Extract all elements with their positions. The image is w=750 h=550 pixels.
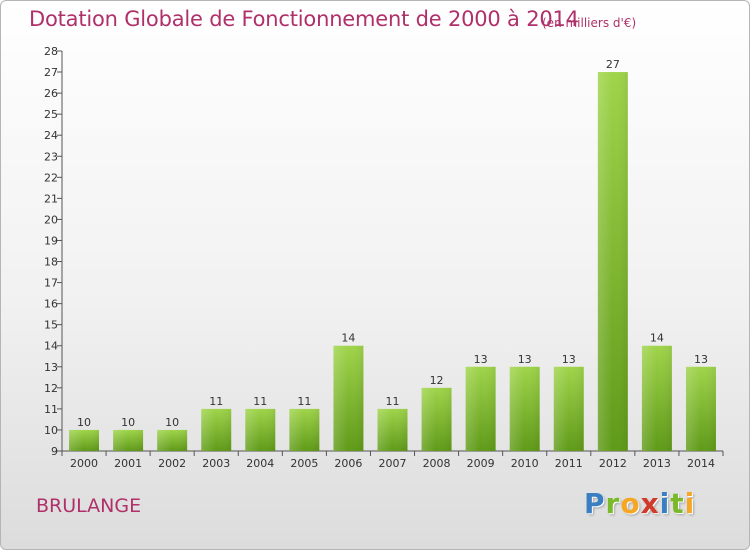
- x-axis: 2000 2001 2002 2003 2004 2005 2006 2007 2008 2009…: [61, 450, 724, 470]
- bar-shine: [289, 408, 320, 451]
- bar-shine: [685, 366, 716, 451]
- x-tick-label: 2001: [114, 457, 142, 470]
- logo-letter: r: [605, 487, 621, 520]
- bar-value-label: 13: [694, 353, 708, 366]
- y-tick-label: 26: [44, 87, 58, 100]
- x-tick-label: 2004: [246, 457, 274, 470]
- y-tick-label: 24: [44, 129, 58, 142]
- logo-letter: o: [620, 487, 641, 520]
- bar-value-label: 14: [650, 332, 664, 345]
- bar-value-label: 11: [297, 395, 311, 408]
- y-tick-label: 12: [44, 382, 58, 395]
- chart-subtitle: (en milliers d'€): [542, 16, 637, 30]
- x-tick-label: 2014: [687, 457, 715, 470]
- bar-value-label: 11: [386, 395, 400, 408]
- bar-value-label: 13: [474, 353, 488, 366]
- commune-name: BRULANGE: [36, 495, 142, 517]
- bar-shine: [333, 345, 364, 451]
- bar-value-label: 27: [606, 58, 620, 71]
- y-tick-label: 19: [44, 234, 58, 247]
- y-tick-label: 18: [44, 256, 58, 269]
- bar-shine: [377, 408, 408, 451]
- bar-shine: [157, 429, 188, 451]
- x-tick-label: 2008: [423, 457, 451, 470]
- y-tick-label: 11: [44, 403, 58, 416]
- bar-shine: [465, 366, 496, 451]
- y-tick-label: 23: [44, 150, 58, 163]
- x-tick-label: 2011: [555, 457, 583, 470]
- logo-letter: i: [659, 487, 671, 520]
- x-tick-label: 2000: [70, 457, 98, 470]
- proxiti-logo: Proxiti: [584, 487, 695, 520]
- bar-shine: [245, 408, 276, 451]
- y-tick-label: 15: [44, 319, 58, 332]
- x-tick-label: 2009: [467, 457, 495, 470]
- bar-value-label: 14: [341, 332, 355, 345]
- y-tick-label: 9: [51, 445, 58, 458]
- x-tick-label: 2012: [599, 457, 627, 470]
- y-tick-label: 13: [44, 361, 58, 374]
- bar-shine: [597, 72, 628, 451]
- bar-shine: [509, 366, 540, 451]
- bar-value-label: 13: [562, 353, 576, 366]
- x-tick-label: 2013: [643, 457, 671, 470]
- logo-letter: t: [670, 487, 685, 520]
- bar-shine: [641, 345, 672, 451]
- bar-value-label: 10: [77, 416, 91, 429]
- y-tick-label: 16: [44, 298, 58, 311]
- y-tick-label: 25: [44, 108, 58, 121]
- x-tick-label: 2003: [202, 457, 230, 470]
- x-tick-label: 2007: [379, 457, 407, 470]
- bar-value-label: 10: [121, 416, 135, 429]
- y-tick-label: 22: [44, 171, 58, 184]
- bar-value-label: 12: [430, 374, 444, 387]
- y-tick-label: 20: [44, 213, 58, 226]
- logo-letter: i: [684, 487, 696, 520]
- bars: 10 10 10 11 11 11 14 11 12 13 13 13 27 14 13: [69, 58, 716, 451]
- chart-title: Dotation Globale de Fonctionnement de 20…: [29, 7, 579, 31]
- logo-letter: P: [584, 487, 606, 520]
- y-tick-label: 21: [44, 192, 58, 205]
- x-tick-label: 2010: [511, 457, 539, 470]
- bar-value-label: 13: [518, 353, 532, 366]
- x-tick-label: 2002: [158, 457, 186, 470]
- bar-shine: [69, 429, 100, 451]
- y-tick-label: 28: [44, 45, 58, 58]
- logo-letter: x: [640, 487, 660, 520]
- bar-shine: [113, 429, 144, 451]
- bar-value-label: 11: [209, 395, 223, 408]
- bar-value-label: 10: [165, 416, 179, 429]
- bar-shine: [421, 387, 452, 451]
- x-tick-label: 2006: [334, 457, 362, 470]
- bar-shine: [201, 408, 232, 451]
- y-tick-label: 27: [44, 66, 58, 79]
- y-tick-label: 17: [44, 277, 58, 290]
- y-tick-label: 10: [44, 424, 58, 437]
- bar-shine: [553, 366, 584, 451]
- bar-value-label: 11: [253, 395, 267, 408]
- y-axis: 9 10 11 12 13 14 15 16 17 18 19 20 21 22 23 24 25 26 27 28: [44, 45, 63, 458]
- y-tick-label: 14: [44, 340, 58, 353]
- x-tick-label: 2005: [290, 457, 318, 470]
